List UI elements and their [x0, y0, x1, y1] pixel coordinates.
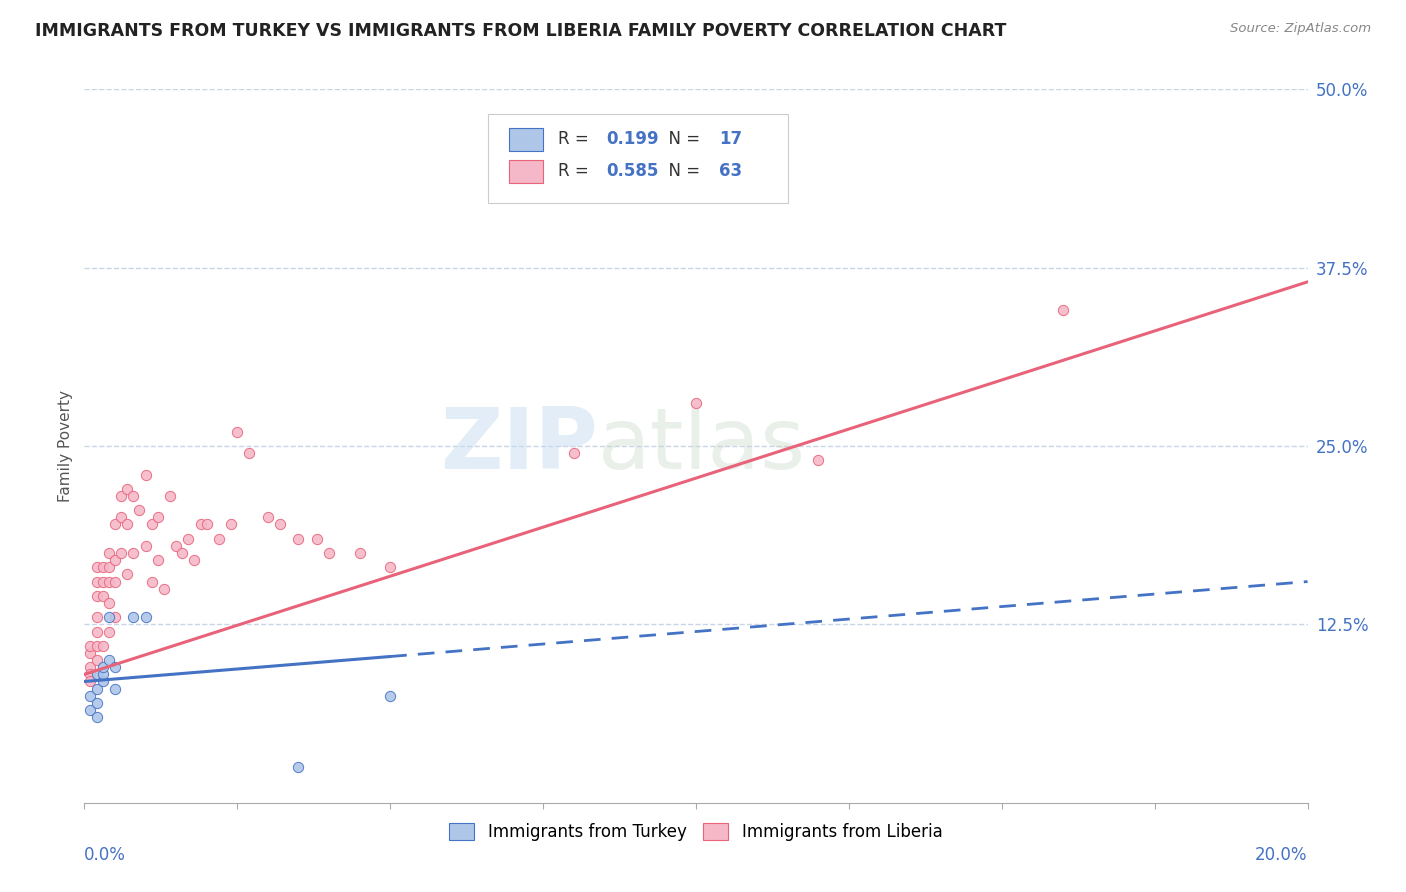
Point	[115, 482, 138, 496]
Point	[195, 517, 218, 532]
Point	[86, 653, 108, 667]
Text: 0.199: 0.199	[606, 130, 659, 148]
Point	[135, 467, 157, 482]
Point	[349, 546, 371, 560]
Point	[807, 453, 830, 467]
Point	[79, 660, 101, 674]
Point	[79, 667, 101, 681]
Point	[135, 539, 157, 553]
Point	[86, 681, 108, 696]
Point	[115, 567, 138, 582]
Point	[97, 624, 120, 639]
Point	[104, 610, 127, 624]
Point	[91, 574, 114, 589]
Text: 63: 63	[720, 162, 742, 180]
Point	[287, 532, 309, 546]
Legend: Immigrants from Turkey, Immigrants from Liberia: Immigrants from Turkey, Immigrants from …	[443, 816, 949, 848]
Y-axis label: Family Poverty: Family Poverty	[58, 390, 73, 502]
Point	[110, 489, 132, 503]
Point	[79, 703, 101, 717]
Point	[97, 546, 120, 560]
FancyBboxPatch shape	[488, 114, 787, 203]
Point	[257, 510, 280, 524]
Point	[122, 546, 145, 560]
Point	[97, 596, 120, 610]
Point	[135, 610, 157, 624]
Point	[86, 639, 108, 653]
Text: R =: R =	[558, 130, 593, 148]
Text: atlas: atlas	[598, 404, 806, 488]
Point	[380, 689, 402, 703]
Point	[159, 489, 181, 503]
Point	[219, 517, 242, 532]
Point	[97, 574, 120, 589]
Point	[287, 760, 309, 774]
Point	[183, 553, 205, 567]
Point	[86, 610, 108, 624]
Bar	[509, 128, 543, 151]
Point	[165, 539, 187, 553]
Text: Source: ZipAtlas.com: Source: ZipAtlas.com	[1230, 22, 1371, 36]
Point	[91, 639, 114, 653]
Point	[86, 589, 108, 603]
Point	[86, 560, 108, 574]
Point	[97, 560, 120, 574]
Text: N =: N =	[658, 162, 706, 180]
Point	[190, 517, 212, 532]
Point	[79, 639, 101, 653]
Point	[86, 574, 108, 589]
Point	[97, 653, 120, 667]
Point	[110, 546, 132, 560]
Point	[318, 546, 340, 560]
Point	[104, 517, 127, 532]
Point	[208, 532, 231, 546]
Point	[86, 624, 108, 639]
Point	[562, 446, 585, 460]
Text: N =: N =	[658, 130, 706, 148]
Point	[104, 553, 127, 567]
Point	[91, 589, 114, 603]
Bar	[509, 160, 543, 183]
Point	[226, 425, 249, 439]
Text: 20.0%: 20.0%	[1256, 846, 1308, 863]
Point	[153, 582, 176, 596]
Point	[1052, 303, 1074, 318]
Point	[91, 667, 114, 681]
Text: 0.585: 0.585	[606, 162, 659, 180]
Point	[380, 560, 402, 574]
Point	[146, 510, 169, 524]
Point	[141, 517, 163, 532]
Point	[269, 517, 291, 532]
Point	[79, 646, 101, 660]
Point	[91, 660, 114, 674]
Text: R =: R =	[558, 162, 593, 180]
Point	[122, 489, 145, 503]
Text: 17: 17	[720, 130, 742, 148]
Point	[91, 674, 114, 689]
Point	[86, 696, 108, 710]
Point	[79, 689, 101, 703]
Point	[305, 532, 328, 546]
Point	[91, 560, 114, 574]
Point	[110, 510, 132, 524]
Point	[86, 667, 108, 681]
Point	[104, 660, 127, 674]
Point	[115, 517, 138, 532]
Point	[97, 610, 120, 624]
Point	[141, 574, 163, 589]
Text: IMMIGRANTS FROM TURKEY VS IMMIGRANTS FROM LIBERIA FAMILY POVERTY CORRELATION CHA: IMMIGRANTS FROM TURKEY VS IMMIGRANTS FRO…	[35, 22, 1007, 40]
Point	[177, 532, 200, 546]
Point	[104, 574, 127, 589]
Point	[685, 396, 707, 410]
Point	[238, 446, 260, 460]
Point	[128, 503, 150, 517]
Text: ZIP: ZIP	[440, 404, 598, 488]
Point	[146, 553, 169, 567]
Point	[79, 674, 101, 689]
Point	[172, 546, 194, 560]
Point	[86, 710, 108, 724]
Text: 0.0%: 0.0%	[84, 846, 127, 863]
Point	[104, 681, 127, 696]
Point	[122, 610, 145, 624]
